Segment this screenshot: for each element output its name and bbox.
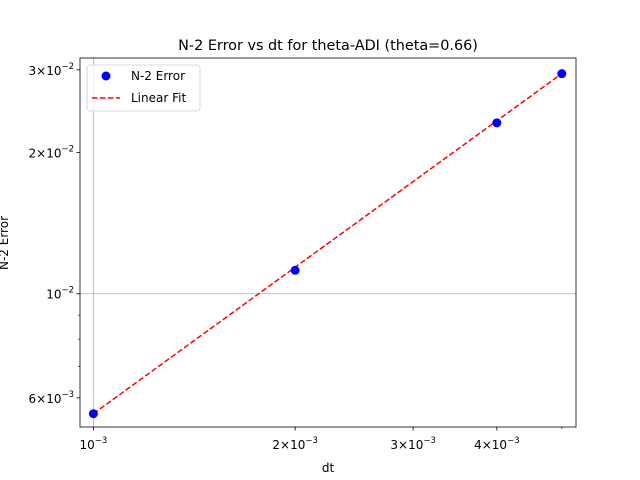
tick-times: × bbox=[398, 438, 408, 452]
tick-exponent: −3 bbox=[507, 436, 520, 446]
legend-label-fit: Linear Fit bbox=[131, 91, 186, 105]
tick-mantissa: 3 bbox=[390, 438, 398, 452]
fit-line bbox=[92, 73, 563, 415]
tick-base: 10 bbox=[46, 64, 61, 78]
x-tick-label: 4×10−3 bbox=[474, 436, 520, 452]
x-tick-label: 3×10−3 bbox=[390, 436, 436, 452]
x-axis-label: dt bbox=[322, 461, 335, 475]
tick-base: 10 bbox=[46, 392, 61, 406]
tick-mantissa: 2 bbox=[28, 146, 36, 160]
legend-marker-error bbox=[101, 71, 111, 81]
plot-area bbox=[79, 57, 577, 428]
tick-base: 10 bbox=[290, 438, 305, 452]
x-tick-label: 2×10−3 bbox=[272, 436, 318, 452]
tick-times: × bbox=[36, 146, 46, 160]
y-tick-label: 10−2 bbox=[46, 286, 74, 302]
tick-base: 10 bbox=[79, 438, 94, 452]
tick-exponent: −3 bbox=[423, 436, 436, 446]
x-tick-label: 10−3 bbox=[79, 436, 107, 452]
legend-label-error: N-2 Error bbox=[131, 69, 185, 83]
legend: N-2 Error Linear Fit bbox=[86, 64, 201, 112]
x-axis: 10−3 2×10−3 3×10−3 4×10−3 bbox=[79, 427, 563, 452]
tick-exponent: −3 bbox=[305, 436, 318, 446]
tick-exponent: −2 bbox=[61, 286, 74, 296]
tick-base: 10 bbox=[492, 438, 507, 452]
tick-times: × bbox=[36, 64, 46, 78]
y-axis: 6×10−310−22×10−23×10−2 bbox=[28, 62, 80, 406]
tick-mantissa: 6 bbox=[28, 392, 36, 406]
plot-frame bbox=[79, 57, 577, 428]
tick-base: 10 bbox=[46, 146, 61, 160]
data-point bbox=[290, 265, 300, 275]
y-tick-label: 3×10−2 bbox=[28, 62, 74, 78]
tick-exponent: −3 bbox=[61, 390, 74, 400]
tick-times: × bbox=[482, 438, 492, 452]
fit-line-layer bbox=[92, 73, 563, 415]
tick-times: × bbox=[280, 438, 290, 452]
tick-times: × bbox=[36, 392, 46, 406]
data-point bbox=[492, 118, 502, 128]
tick-base: 10 bbox=[408, 438, 423, 452]
y-tick-label: 6×10−3 bbox=[28, 390, 74, 406]
legend-box bbox=[86, 64, 201, 112]
tick-mantissa: 4 bbox=[474, 438, 482, 452]
grid-lines bbox=[80, 58, 576, 427]
data-point bbox=[88, 409, 98, 419]
tick-mantissa: 3 bbox=[28, 64, 36, 78]
tick-exponent: −2 bbox=[61, 144, 74, 154]
tick-base: 10 bbox=[46, 288, 61, 302]
tick-exponent: −3 bbox=[95, 436, 108, 446]
y-tick-label: 2×10−2 bbox=[28, 144, 74, 160]
data-point bbox=[557, 69, 567, 79]
y-axis-label: N-2 Error bbox=[0, 216, 11, 270]
tick-mantissa: 2 bbox=[272, 438, 280, 452]
data-marker-layer bbox=[88, 69, 567, 419]
chart-title: N-2 Error vs dt for theta-ADI (theta=0.6… bbox=[178, 38, 478, 54]
tick-exponent: −2 bbox=[61, 62, 74, 72]
